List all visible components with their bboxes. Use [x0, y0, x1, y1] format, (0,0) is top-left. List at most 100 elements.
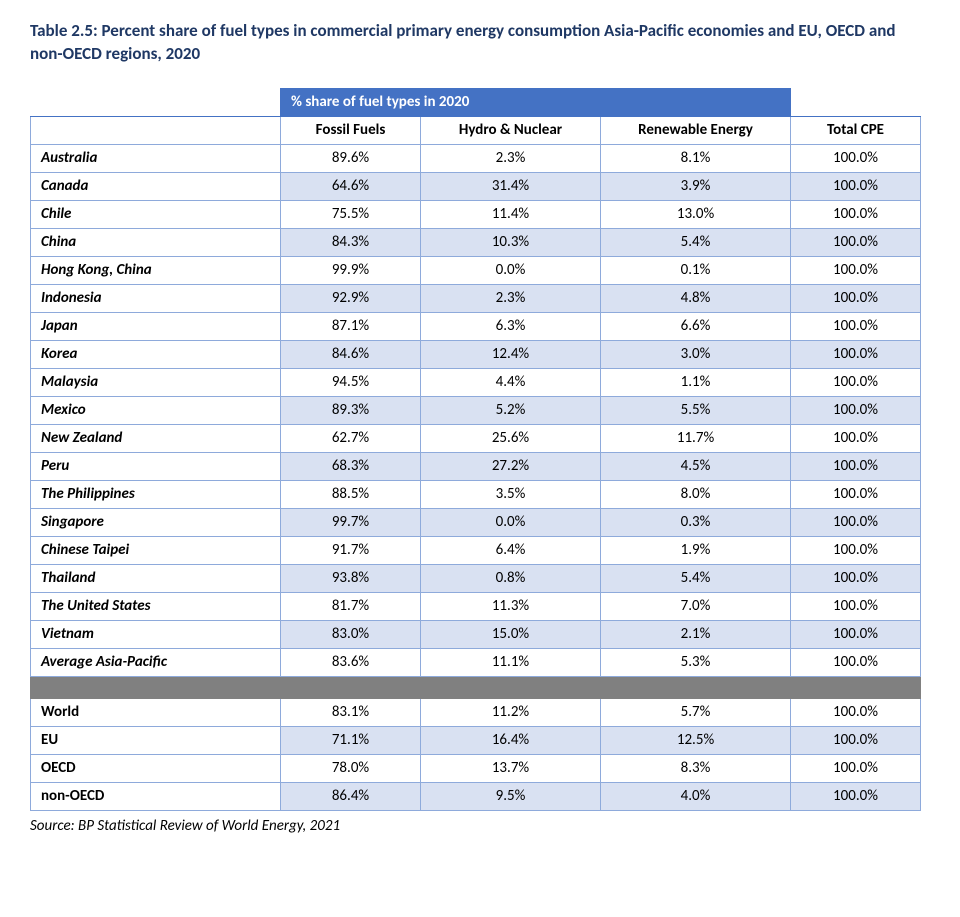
table-row: Vietnam83.0%15.0%2.1%100.0%: [31, 620, 921, 648]
cell-hn: 11.2%: [421, 698, 601, 726]
table-row: New Zealand62.7%25.6%11.7%100.0%: [31, 424, 921, 452]
col-blank: [31, 116, 281, 144]
cell-re: 12.5%: [601, 726, 791, 754]
cell-ff: 84.3%: [281, 228, 421, 256]
cell-re: 13.0%: [601, 200, 791, 228]
col-total-cpe: Total CPE: [791, 116, 921, 144]
cell-hn: 4.4%: [421, 368, 601, 396]
cell-tot: 100.0%: [791, 782, 921, 810]
cell-re: 11.7%: [601, 424, 791, 452]
row-name: The United States: [31, 592, 281, 620]
row-name: Hong Kong, China: [31, 256, 281, 284]
cell-tot: 100.0%: [791, 726, 921, 754]
cell-hn: 31.4%: [421, 172, 601, 200]
cell-ff: 81.7%: [281, 592, 421, 620]
cell-hn: 16.4%: [421, 726, 601, 754]
cell-ff: 83.0%: [281, 620, 421, 648]
cell-hn: 6.3%: [421, 312, 601, 340]
table-row: Indonesia92.9%2.3%4.8%100.0%: [31, 284, 921, 312]
table-row: The Philippines88.5%3.5%8.0%100.0%: [31, 480, 921, 508]
cell-hn: 6.4%: [421, 536, 601, 564]
cell-re: 5.4%: [601, 564, 791, 592]
cell-re: 0.3%: [601, 508, 791, 536]
row-name: Chinese Taipei: [31, 536, 281, 564]
cell-hn: 0.0%: [421, 508, 601, 536]
cell-re: 8.3%: [601, 754, 791, 782]
cell-re: 4.0%: [601, 782, 791, 810]
cell-ff: 89.6%: [281, 144, 421, 172]
cell-tot: 100.0%: [791, 480, 921, 508]
cell-tot: 100.0%: [791, 340, 921, 368]
cell-hn: 0.0%: [421, 256, 601, 284]
row-name: Australia: [31, 144, 281, 172]
table-row: Singapore99.7%0.0%0.3%100.0%: [31, 508, 921, 536]
cell-re: 5.5%: [601, 396, 791, 424]
source-note: Source: BP Statistical Review of World E…: [30, 817, 930, 835]
cell-re: 8.1%: [601, 144, 791, 172]
cell-hn: 10.3%: [421, 228, 601, 256]
cell-tot: 100.0%: [791, 564, 921, 592]
cell-tot: 100.0%: [791, 368, 921, 396]
cell-re: 3.0%: [601, 340, 791, 368]
cell-re: 3.9%: [601, 172, 791, 200]
cell-ff: 99.7%: [281, 508, 421, 536]
table-row: Australia89.6%2.3%8.1%100.0%: [31, 144, 921, 172]
cell-tot: 100.0%: [791, 312, 921, 340]
table-title: Table 2.5: Percent share of fuel types i…: [30, 20, 910, 66]
cell-tot: 100.0%: [791, 592, 921, 620]
row-name: Malaysia: [31, 368, 281, 396]
cell-ff: 89.3%: [281, 396, 421, 424]
cell-ff: 68.3%: [281, 452, 421, 480]
row-name: New Zealand: [31, 424, 281, 452]
row-name: Average Asia-Pacific: [31, 648, 281, 676]
cell-hn: 27.2%: [421, 452, 601, 480]
fuel-share-table: % share of fuel types in 2020Fossil Fuel…: [30, 88, 921, 811]
cell-tot: 100.0%: [791, 620, 921, 648]
cell-re: 8.0%: [601, 480, 791, 508]
table-row: non-OECD86.4%9.5%4.0%100.0%: [31, 782, 921, 810]
table-row: OECD78.0%13.7%8.3%100.0%: [31, 754, 921, 782]
cell-hn: 11.4%: [421, 200, 601, 228]
cell-tot: 100.0%: [791, 754, 921, 782]
cell-ff: 78.0%: [281, 754, 421, 782]
table-row: China84.3%10.3%5.4%100.0%: [31, 228, 921, 256]
cell-hn: 0.8%: [421, 564, 601, 592]
col-fossil-fuels: Fossil Fuels: [281, 116, 421, 144]
cell-re: 1.9%: [601, 536, 791, 564]
row-name: Korea: [31, 340, 281, 368]
cell-tot: 100.0%: [791, 698, 921, 726]
row-name: Thailand: [31, 564, 281, 592]
col-hydro-nuclear: Hydro & Nuclear: [421, 116, 601, 144]
cell-tot: 100.0%: [791, 284, 921, 312]
cell-tot: 100.0%: [791, 424, 921, 452]
table-row: Mexico89.3%5.2%5.5%100.0%: [31, 396, 921, 424]
row-name: OECD: [31, 754, 281, 782]
row-name: Peru: [31, 452, 281, 480]
cell-hn: 3.5%: [421, 480, 601, 508]
row-name: China: [31, 228, 281, 256]
cell-ff: 87.1%: [281, 312, 421, 340]
row-name: The Philippines: [31, 480, 281, 508]
table-row: Korea84.6%12.4%3.0%100.0%: [31, 340, 921, 368]
cell-tot: 100.0%: [791, 256, 921, 284]
row-name: Japan: [31, 312, 281, 340]
cell-ff: 64.6%: [281, 172, 421, 200]
cell-ff: 86.4%: [281, 782, 421, 810]
cell-re: 0.1%: [601, 256, 791, 284]
cell-tot: 100.0%: [791, 396, 921, 424]
cell-tot: 100.0%: [791, 228, 921, 256]
table-row: Canada64.6%31.4%3.9%100.0%: [31, 172, 921, 200]
cell-hn: 2.3%: [421, 144, 601, 172]
header-blank: [31, 88, 281, 116]
row-name: Indonesia: [31, 284, 281, 312]
cell-tot: 100.0%: [791, 200, 921, 228]
cell-re: 5.7%: [601, 698, 791, 726]
col-renewable: Renewable Energy: [601, 116, 791, 144]
cell-hn: 9.5%: [421, 782, 601, 810]
section-separator: [31, 676, 921, 698]
cell-tot: 100.0%: [791, 648, 921, 676]
row-name: Singapore: [31, 508, 281, 536]
cell-re: 7.0%: [601, 592, 791, 620]
cell-tot: 100.0%: [791, 144, 921, 172]
cell-hn: 5.2%: [421, 396, 601, 424]
